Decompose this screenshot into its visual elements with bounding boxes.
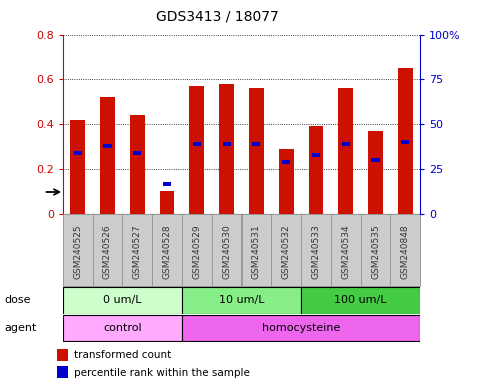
Bar xyxy=(63,214,93,286)
Text: percentile rank within the sample: percentile rank within the sample xyxy=(74,367,250,377)
Bar xyxy=(57,366,68,379)
Bar xyxy=(57,349,68,361)
Bar xyxy=(163,182,171,187)
Text: GSM240528: GSM240528 xyxy=(163,224,171,279)
Text: agent: agent xyxy=(5,323,37,333)
Bar xyxy=(271,214,301,286)
Bar xyxy=(312,153,320,157)
Bar xyxy=(390,214,420,286)
Text: GSM240534: GSM240534 xyxy=(341,224,350,279)
Text: transformed count: transformed count xyxy=(74,350,171,360)
Text: dose: dose xyxy=(5,295,31,305)
Text: GSM240848: GSM240848 xyxy=(401,224,410,279)
Bar xyxy=(282,160,290,164)
Text: GSM240526: GSM240526 xyxy=(103,224,112,279)
Bar xyxy=(130,115,145,214)
Bar xyxy=(70,119,85,214)
Bar xyxy=(368,131,383,214)
Bar xyxy=(63,287,182,314)
Text: GSM240532: GSM240532 xyxy=(282,224,291,279)
Text: GSM240530: GSM240530 xyxy=(222,224,231,279)
Text: 100 um/L: 100 um/L xyxy=(334,295,387,305)
Text: control: control xyxy=(103,323,142,333)
Bar xyxy=(398,68,413,214)
Bar xyxy=(219,84,234,214)
Bar xyxy=(152,214,182,286)
Text: 10 um/L: 10 um/L xyxy=(219,295,264,305)
Bar xyxy=(331,214,361,286)
Bar xyxy=(338,88,353,214)
Text: GDS3413 / 18077: GDS3413 / 18077 xyxy=(156,9,279,23)
Bar xyxy=(100,97,115,214)
Text: GSM240527: GSM240527 xyxy=(133,224,142,279)
Bar xyxy=(309,126,324,214)
Bar xyxy=(242,214,271,286)
Bar xyxy=(252,142,260,146)
Bar xyxy=(73,151,82,155)
Bar xyxy=(341,142,350,146)
Bar xyxy=(279,149,294,214)
Bar xyxy=(182,214,212,286)
Bar xyxy=(159,191,174,214)
Bar xyxy=(212,214,242,286)
Bar xyxy=(182,287,301,314)
Text: GSM240529: GSM240529 xyxy=(192,224,201,279)
Bar xyxy=(301,287,420,314)
Bar xyxy=(223,142,231,146)
Bar xyxy=(182,314,420,341)
Bar xyxy=(189,86,204,214)
Bar xyxy=(133,151,142,155)
Bar xyxy=(63,314,182,341)
Bar xyxy=(103,144,112,148)
Bar xyxy=(371,158,380,162)
Bar xyxy=(193,142,201,146)
Text: GSM240531: GSM240531 xyxy=(252,224,261,279)
Bar xyxy=(93,214,122,286)
Text: GSM240533: GSM240533 xyxy=(312,224,320,279)
Text: 0 um/L: 0 um/L xyxy=(103,295,142,305)
Bar xyxy=(401,140,410,144)
Bar xyxy=(361,214,390,286)
Bar xyxy=(301,214,331,286)
Text: GSM240525: GSM240525 xyxy=(73,224,82,279)
Text: homocysteine: homocysteine xyxy=(262,323,340,333)
Bar xyxy=(249,88,264,214)
Text: GSM240535: GSM240535 xyxy=(371,224,380,279)
Bar xyxy=(122,214,152,286)
